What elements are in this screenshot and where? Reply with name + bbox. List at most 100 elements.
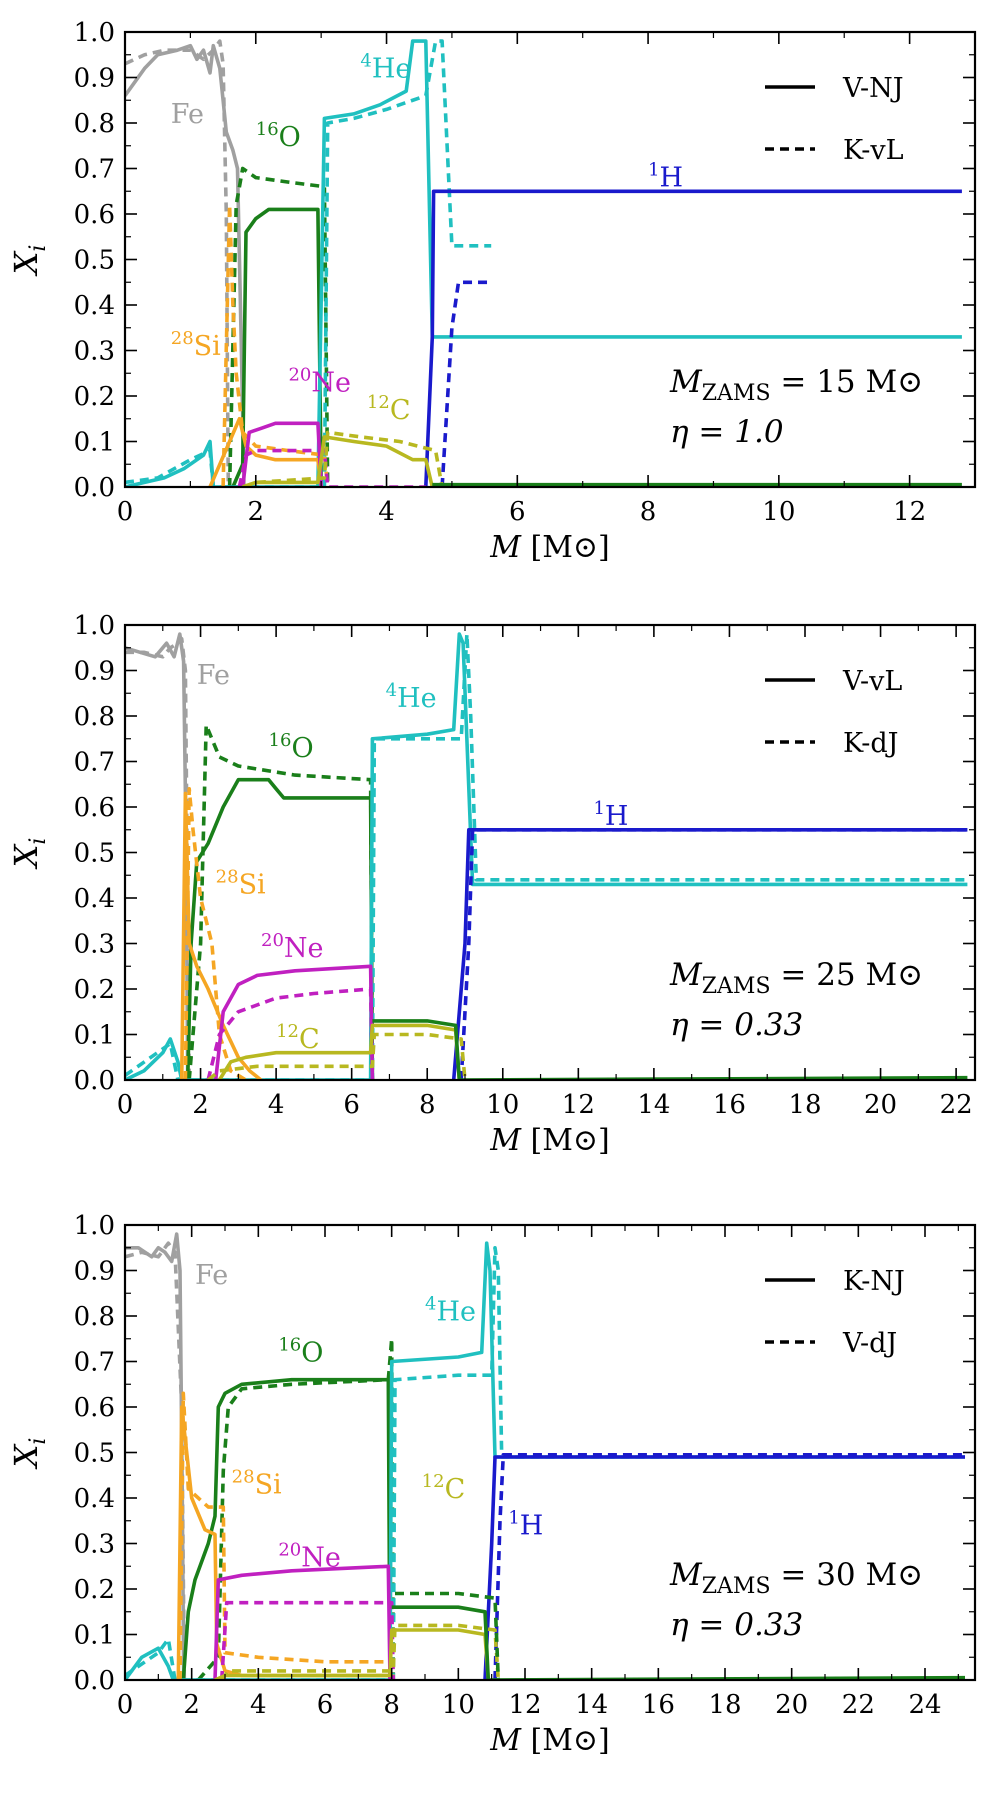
x-tick-label: 16 <box>713 1090 746 1120</box>
y-tick-label: 0.5 <box>74 246 115 276</box>
legend-label: K-vL <box>843 135 904 166</box>
species-label-fe: Fe <box>195 1260 228 1291</box>
series-line-fe-dashed <box>125 1241 187 1680</box>
y-tick-label: 0.6 <box>74 793 115 823</box>
x-tick-label: 18 <box>708 1690 741 1720</box>
x-tick-label: 22 <box>842 1690 875 1720</box>
x-tick-label: 18 <box>788 1090 821 1120</box>
x-tick-label: 6 <box>343 1090 360 1120</box>
series-line-20ne-dashed <box>219 1600 396 1680</box>
species-label-c: 12C <box>422 1471 466 1505</box>
y-tick-label: 0.9 <box>74 657 115 687</box>
series-line-16o-dashed <box>196 1337 396 1680</box>
x-tick-label: 0 <box>117 497 134 527</box>
series-line-fe-solid <box>125 1232 186 1680</box>
y-axis-label: Xi <box>7 1438 51 1471</box>
y-tick-label: 1.0 <box>74 18 115 48</box>
series-line-16o-dashed <box>227 166 330 487</box>
x-tick-label: 0 <box>117 1690 134 1720</box>
y-tick-label: 0.7 <box>74 155 115 185</box>
series-line-12c-solid <box>242 435 435 487</box>
x-tick-label: 10 <box>762 497 795 527</box>
series-group <box>125 632 968 1080</box>
y-tick-label: 0.6 <box>74 1393 115 1423</box>
y-tick-label: 0.0 <box>74 1066 115 1096</box>
series-line-1h-solid <box>424 189 962 487</box>
mass-annotation: MZAMS = 25 M⊙ <box>669 957 923 999</box>
x-tick-label: 8 <box>640 497 657 527</box>
x-tick-label: 6 <box>317 1690 334 1720</box>
y-tick-label: 0.5 <box>74 1439 115 1469</box>
series-line-20ne-solid <box>213 1564 392 1680</box>
species-label-he: 4He <box>425 1294 476 1328</box>
species-label-h: 1H <box>593 798 628 832</box>
y-tick-label: 0.0 <box>74 1666 115 1696</box>
species-label-fe: Fe <box>197 660 230 691</box>
x-tick-label: 8 <box>383 1690 400 1720</box>
x-axis-label: M [M⊙] <box>489 530 610 565</box>
x-tick-label: 2 <box>192 1090 209 1120</box>
x-tick-label: 12 <box>562 1090 595 1120</box>
species-label-o: 16O <box>269 730 314 764</box>
x-tick-label: 0 <box>117 1090 134 1120</box>
y-tick-label: 0.2 <box>74 1575 115 1605</box>
y-tick-label: 0.9 <box>74 64 115 94</box>
x-tick-label: 20 <box>775 1690 808 1720</box>
series-line-28si-solid <box>179 791 263 1080</box>
eta-annotation: η = 0.33 <box>670 1007 803 1043</box>
x-tick-label: 12 <box>508 1690 541 1720</box>
series-line-1h-dashed <box>459 828 968 1080</box>
y-tick-label: 1.0 <box>74 611 115 641</box>
series-line-12c-solid <box>217 1023 462 1080</box>
y-tick-label: 0.7 <box>74 748 115 778</box>
y-tick-label: 0.6 <box>74 200 115 230</box>
species-label-ne: 20Ne <box>261 930 324 964</box>
y-axis-label: Xi <box>7 245 51 278</box>
series-group <box>125 1232 966 1680</box>
series-line-16o-solid <box>181 1377 392 1680</box>
legend-label: K-dJ <box>843 728 898 759</box>
eta-annotation: η = 1.0 <box>670 414 784 450</box>
legend-label: K-NJ <box>843 1266 905 1297</box>
series-line-4he-dashed <box>125 632 968 1080</box>
eta-annotation: η = 0.33 <box>670 1607 803 1643</box>
series-line-fe-dashed <box>125 636 191 1080</box>
x-tick-label: 10 <box>486 1090 519 1120</box>
series-line-20ne-solid <box>240 421 323 487</box>
series-line-fe-dashed <box>125 39 231 487</box>
chart-panel-3: 0.00.10.20.30.40.50.60.70.80.91.00 2 4 6 8 10… <box>7 1211 977 1758</box>
chart-panel-2: 0.0 0.1 0.2 0.3 0.4 0.5 0.6 0.7 0.8 0.9 1.0 0 2 4 6 8 10… <box>7 611 977 1158</box>
y-axis-label: Xi <box>7 838 51 871</box>
y-tick-label: 0.8 <box>74 1302 115 1332</box>
y-tick-label: 0.7 <box>74 1348 115 1378</box>
series-line-12c-dashed <box>242 430 444 487</box>
y-tick-label: 1.0 <box>74 1211 115 1241</box>
y-tick-label: 0.1 <box>74 1621 115 1651</box>
series-line-fe-solid <box>125 43 246 487</box>
series-group <box>125 39 962 487</box>
series-line-1h-solid <box>483 1455 965 1680</box>
x-tick-label: 2 <box>247 497 264 527</box>
species-label-o: 16O <box>256 119 301 153</box>
y-tick-label: 0.2 <box>74 975 115 1005</box>
series-line-16o-solid <box>185 777 375 1080</box>
x-tick-label: 4 <box>268 1090 285 1120</box>
y-tick-label: 0.5 <box>74 839 115 869</box>
species-label-fe: Fe <box>171 99 204 130</box>
species-label-si: 28Si <box>232 1466 282 1500</box>
series-line-12c-dashed <box>220 1623 501 1680</box>
y-tick-label: 0.4 <box>74 291 115 321</box>
x-tick-label: 6 <box>509 497 526 527</box>
x-tick-label: 14 <box>637 1090 670 1120</box>
x-tick-label: 4 <box>250 1690 267 1720</box>
series-line-12c-dashed <box>206 1032 467 1080</box>
y-tick-label: 0.3 <box>74 1530 115 1560</box>
series-line-1h-dashed <box>493 1453 965 1680</box>
x-tick-label: 12 <box>893 497 926 527</box>
mass-annotation: MZAMS = 15 M⊙ <box>669 364 923 406</box>
series-line-28si-dashed <box>178 1391 396 1680</box>
species-label-h: 1H <box>508 1507 543 1541</box>
species-label-si: 28Si <box>216 866 266 900</box>
series-line-20ne-solid <box>213 964 375 1080</box>
